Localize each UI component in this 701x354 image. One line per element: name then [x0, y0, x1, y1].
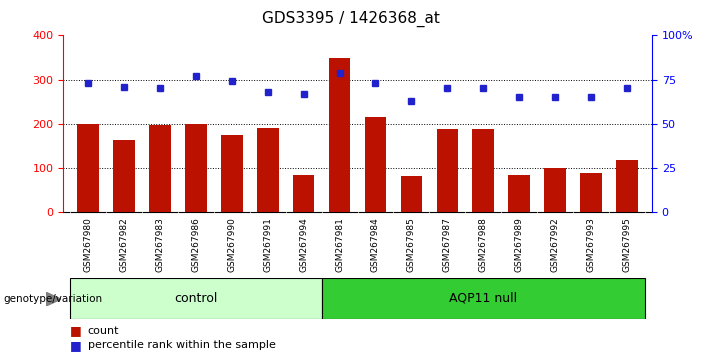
Text: GSM267993: GSM267993	[587, 217, 595, 272]
Text: ■: ■	[70, 325, 82, 337]
Bar	[77, 124, 99, 212]
Text: GSM267985: GSM267985	[407, 217, 416, 272]
Bar	[293, 175, 315, 212]
Text: control: control	[175, 292, 217, 305]
Bar	[329, 57, 350, 212]
FancyBboxPatch shape	[70, 278, 322, 319]
Bar	[544, 168, 566, 212]
Text: GSM267981: GSM267981	[335, 217, 344, 272]
Bar	[616, 160, 638, 212]
Text: GSM267990: GSM267990	[227, 217, 236, 272]
Text: count: count	[88, 326, 119, 336]
Text: GSM267986: GSM267986	[191, 217, 200, 272]
Text: GSM267983: GSM267983	[156, 217, 165, 272]
Text: GDS3395 / 1426368_at: GDS3395 / 1426368_at	[261, 11, 440, 27]
Bar	[257, 128, 278, 212]
Text: GSM267989: GSM267989	[515, 217, 524, 272]
Text: ■: ■	[70, 339, 82, 352]
FancyBboxPatch shape	[322, 278, 645, 319]
Bar	[114, 140, 135, 212]
Bar	[472, 129, 494, 212]
Text: GSM267987: GSM267987	[443, 217, 451, 272]
Text: percentile rank within the sample: percentile rank within the sample	[88, 340, 275, 350]
Bar	[400, 176, 422, 212]
Polygon shape	[46, 292, 61, 306]
Bar	[185, 124, 207, 212]
Bar	[149, 125, 171, 212]
Text: GSM267982: GSM267982	[120, 217, 128, 272]
Text: GSM267992: GSM267992	[550, 217, 559, 272]
Bar	[365, 117, 386, 212]
Bar	[508, 175, 530, 212]
Bar	[580, 172, 601, 212]
Text: GSM267995: GSM267995	[622, 217, 632, 272]
Text: GSM267984: GSM267984	[371, 217, 380, 272]
Text: GSM267994: GSM267994	[299, 217, 308, 272]
Text: AQP11 null: AQP11 null	[449, 292, 517, 305]
Text: GSM267980: GSM267980	[83, 217, 93, 272]
Text: genotype/variation: genotype/variation	[4, 294, 102, 304]
Text: GSM267991: GSM267991	[264, 217, 272, 272]
Text: GSM267988: GSM267988	[479, 217, 488, 272]
Bar	[437, 129, 458, 212]
Bar	[221, 135, 243, 212]
